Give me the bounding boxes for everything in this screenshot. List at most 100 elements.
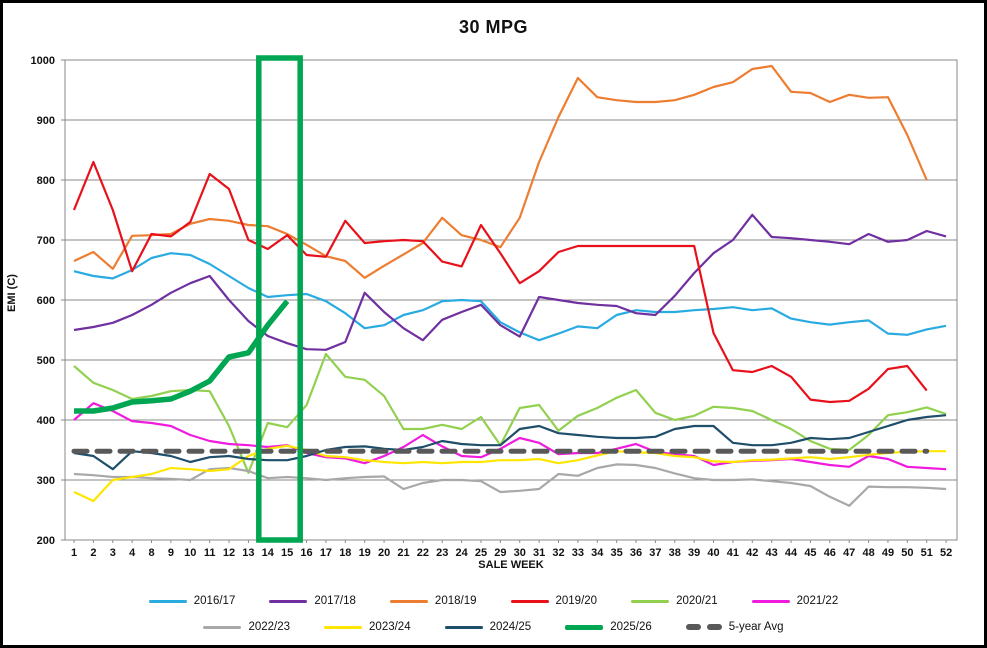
x-tick-label: 16 [300, 547, 312, 559]
series-line-2019-20 [72, 160, 928, 404]
x-tick-label: 49 [882, 547, 894, 559]
x-tick-label: 42 [746, 547, 758, 559]
x-tick-label: 51 [921, 547, 933, 559]
legend-item-2024-25: 2024/25 [444, 621, 532, 633]
x-tick-label: 40 [707, 547, 719, 559]
legend-label: 2024/25 [489, 621, 532, 633]
series-line-2020-21 [73, 352, 947, 474]
y-tick-label: 700 [37, 235, 55, 247]
legend-swatch-icon [389, 599, 428, 603]
x-tick-label: 32 [552, 547, 564, 559]
y-tick-label: 1000 [31, 55, 55, 67]
x-tick-label: 8 [148, 547, 154, 559]
series-line-2023-24 [73, 444, 947, 503]
legend-swatch-icon [269, 599, 308, 603]
x-tick-label: 17 [320, 547, 332, 559]
x-tick-label: 25 [475, 547, 487, 559]
x-tick-label: 34 [591, 547, 604, 559]
legend-label: 2022/23 [248, 621, 291, 633]
x-tick-label: 19 [359, 547, 371, 559]
y-tick-label: 500 [37, 355, 55, 367]
x-tick-label: 36 [630, 547, 642, 559]
x-tick-label: 39 [688, 547, 700, 559]
chart-title: 30 MPG [458, 17, 529, 37]
legend-label: 2017/18 [314, 595, 356, 607]
x-tick-label: 31 [533, 547, 545, 559]
series-line-2017-18 [73, 213, 947, 351]
x-tick-label: 9 [168, 547, 174, 559]
x-tick-label: 50 [901, 547, 913, 559]
x-tick-label: 38 [669, 547, 681, 559]
x-tick-label: 12 [223, 547, 235, 559]
legend-swatch-icon [203, 625, 242, 629]
x-tick-label: 48 [862, 547, 874, 559]
y-tick-label: 400 [37, 415, 55, 427]
y-tick-label: 200 [37, 535, 55, 547]
highlight-box-weeks-14-15 [256, 55, 303, 543]
legend-label: 5-year Avg [728, 621, 784, 633]
series-line-2024-25 [73, 414, 947, 471]
x-tick-label: 43 [766, 547, 778, 559]
y-tick-label: 300 [37, 475, 55, 487]
x-tick-label: 33 [572, 547, 584, 559]
legend-swatch-icon [631, 599, 670, 603]
series-line-2016-17 [73, 252, 947, 342]
legend-swatch-icon [510, 599, 549, 603]
x-tick-label: 46 [824, 547, 836, 559]
x-tick-label: 41 [727, 547, 739, 559]
legend-item-5-year-avg: 5-year Avg [685, 621, 784, 633]
legend-item-2025-26: 2025/26 [565, 621, 652, 633]
x-axis-label: SALE WEEK [478, 559, 544, 571]
legend-item-2020-21: 2020/21 [631, 595, 718, 607]
series-line-2022-23 [73, 463, 947, 507]
x-tick-label: 10 [184, 547, 196, 559]
legend-item-2022-23: 2022/23 [203, 621, 290, 633]
x-tick-label: 18 [339, 547, 351, 559]
series-line-2018-19 [73, 64, 928, 279]
x-tick-label: 15 [281, 547, 293, 559]
legend-label: 2018/19 [434, 595, 477, 607]
x-tick-label: 30 [514, 547, 526, 559]
x-tick-label: 44 [785, 547, 798, 559]
legend-label: 2025/26 [610, 621, 652, 633]
x-tick-label: 23 [436, 547, 448, 559]
x-tick-label: 2 [90, 547, 96, 559]
legend-item-2016-17: 2016/17 [148, 595, 236, 607]
x-tick-label: 21 [397, 547, 409, 559]
x-tick-label: 11 [204, 547, 216, 559]
x-tick-label: 37 [649, 547, 661, 559]
legend-row-1: 2016/17 2017/18 2018/19 2019/20 2020/21 2021/… [3, 595, 984, 607]
x-tick-label: 22 [417, 547, 429, 559]
x-tick-label: 1 [71, 547, 77, 559]
plot-border [64, 59, 958, 541]
x-tick-label: 20 [378, 547, 390, 559]
x-tick-label: 52 [940, 547, 952, 559]
x-tick-label: 14 [262, 547, 275, 559]
legend-item-2019-20: 2019/20 [510, 595, 598, 607]
series-line-2025-26 [74, 299, 290, 414]
legend-row-2: 2022/23 2023/24 2024/25 2025/26 5-year Avg [3, 621, 984, 633]
legend-swatch-icon [565, 624, 604, 630]
legend-label: 2016/17 [193, 595, 236, 607]
legend-swatch-icon [444, 625, 483, 629]
legend-swatch-icon [324, 625, 363, 629]
y-tick-label: 600 [37, 295, 55, 307]
x-tick-label: 45 [804, 547, 816, 559]
legend-swatch-icon [148, 599, 187, 603]
y-tick-label: 800 [37, 175, 55, 187]
series-line-2021-22 [73, 402, 947, 471]
x-tick-label: 4 [129, 547, 136, 559]
x-tick-label: 3 [110, 547, 116, 559]
x-tick-label: 35 [611, 547, 623, 559]
x-tick-label: 29 [494, 547, 506, 559]
legend-label: 2021/22 [796, 595, 839, 607]
legend-label: 2020/21 [676, 595, 718, 607]
x-tick-label: 13 [242, 547, 254, 559]
y-tick-label: 900 [37, 115, 55, 127]
legend-label: 2023/24 [369, 621, 411, 633]
x-tick-label: 24 [455, 547, 468, 559]
legend-label: 2019/20 [555, 595, 598, 607]
legend-swatch-icon [685, 624, 722, 630]
